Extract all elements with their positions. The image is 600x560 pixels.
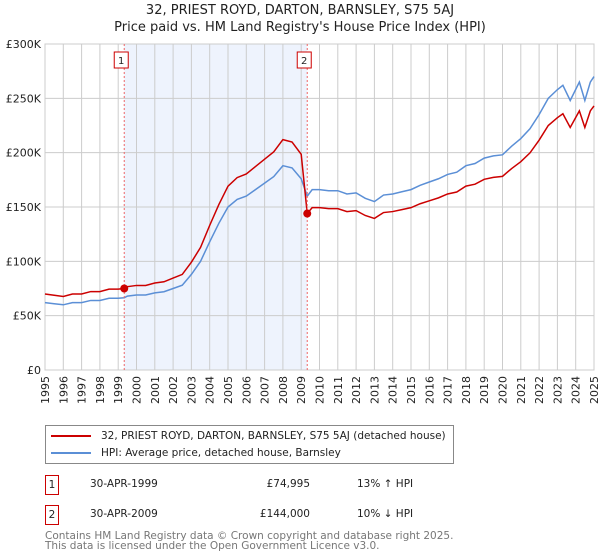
x-tick-label: 2013	[368, 376, 381, 404]
x-tick-label: 1995	[39, 376, 52, 404]
sale-number-badge: 2	[45, 505, 59, 525]
sale-number-badge: 1	[45, 475, 59, 495]
legend-swatch-hpi	[51, 452, 91, 454]
x-tick-label: 2017	[442, 376, 455, 404]
x-tick-label: 2012	[350, 376, 363, 404]
x-tick-label: 2003	[185, 376, 198, 404]
legend-item-hpi: HPI: Average price, detached house, Barn…	[51, 445, 341, 461]
x-tick-label: 2000	[131, 376, 144, 404]
plot-frame	[44, 43, 595, 371]
y-tick-label: £150K	[6, 201, 42, 214]
x-tick-label: 2008	[277, 376, 290, 404]
sale-label: 2	[301, 56, 307, 67]
sale-point	[120, 284, 129, 293]
x-tick-label: 2015	[405, 376, 418, 404]
sale-label-box	[113, 51, 129, 69]
legend-item-property: 32, PRIEST ROYD, DARTON, BARNSLEY, S75 5…	[51, 428, 446, 444]
x-tick-label: 2021	[515, 376, 528, 404]
sale-date: 30-APR-2009	[90, 508, 158, 520]
sale-price: £74,995	[266, 478, 310, 490]
sale-date: 30-APR-1999	[90, 478, 158, 490]
x-tick-label: 1998	[94, 376, 107, 404]
sale-hpi-diff: 10% ↓ HPI	[357, 508, 414, 520]
sale-row: 1 30-APR-1999 £74,995 13% ↑ HPI	[45, 475, 465, 497]
y-tick-label: £50K	[13, 310, 42, 323]
x-tick-label: 2025	[588, 376, 600, 404]
y-tick-label: £200K	[6, 147, 42, 160]
line-chart: 1995 1996 1997 1998 1999 2000 2001 2002 2003 2004…	[6, 38, 600, 404]
x-tick-label: 2009	[295, 376, 308, 404]
x-tick-label: 2005	[222, 376, 235, 404]
x-tick-label: 2019	[478, 376, 491, 404]
x-tick-label: 2002	[167, 376, 180, 404]
sale-row: 2 30-APR-2009 £144,000 10% ↓ HPI	[45, 505, 465, 527]
chart-subtitle: Price paid vs. HM Land Registry's House …	[114, 20, 486, 35]
footer: Contains HM Land Registry data © Crown c…	[45, 530, 454, 552]
x-tick-label: 2022	[533, 376, 546, 404]
y-tick-label: £250K	[6, 92, 42, 105]
x-tick-label: 1996	[57, 376, 70, 404]
x-tick-label: 2023	[551, 376, 564, 404]
y-tick-label: £0	[27, 364, 41, 377]
x-tick-label: 1997	[76, 376, 89, 404]
x-tick-label: 2014	[387, 376, 400, 404]
y-tick-label: £300K	[6, 38, 42, 51]
x-tick-label: 2010	[314, 376, 327, 404]
x-tick-label: 2006	[240, 376, 253, 404]
legend-label-property: 32, PRIEST ROYD, DARTON, BARNSLEY, S75 5…	[101, 430, 446, 442]
y-tick-label: £100K	[6, 255, 42, 268]
legend-label-hpi: HPI: Average price, detached house, Barn…	[101, 447, 341, 459]
x-tick-label: 2024	[570, 376, 583, 404]
sale-label: 1	[118, 56, 124, 67]
legend-swatch-property	[51, 435, 91, 437]
footer-line-1: Contains HM Land Registry data © Crown c…	[45, 530, 454, 542]
sale-point	[303, 209, 312, 218]
sale-label-box	[296, 51, 312, 69]
x-tick-label: 2016	[423, 376, 436, 404]
x-tick-label: 2011	[332, 376, 345, 404]
sale-price: £144,000	[259, 508, 310, 520]
x-tick-label: 2004	[204, 376, 217, 404]
property-price-line	[44, 105, 595, 298]
x-tick-label: 2007	[259, 376, 272, 404]
sale-hpi-diff: 13% ↑ HPI	[357, 478, 414, 490]
x-tick-label: 2018	[460, 376, 473, 404]
hpi-line	[44, 76, 595, 306]
x-tick-label: 1999	[112, 376, 125, 404]
chart-title: 32, PRIEST ROYD, DARTON, BARNSLEY, S75 5…	[145, 3, 455, 18]
legend: 32, PRIEST ROYD, DARTON, BARNSLEY, S75 5…	[45, 425, 454, 464]
x-tick-label: 2001	[149, 376, 162, 404]
footer-line-2: This data is licensed under the Open Gov…	[45, 540, 380, 552]
x-tick-label: 2020	[497, 376, 510, 404]
